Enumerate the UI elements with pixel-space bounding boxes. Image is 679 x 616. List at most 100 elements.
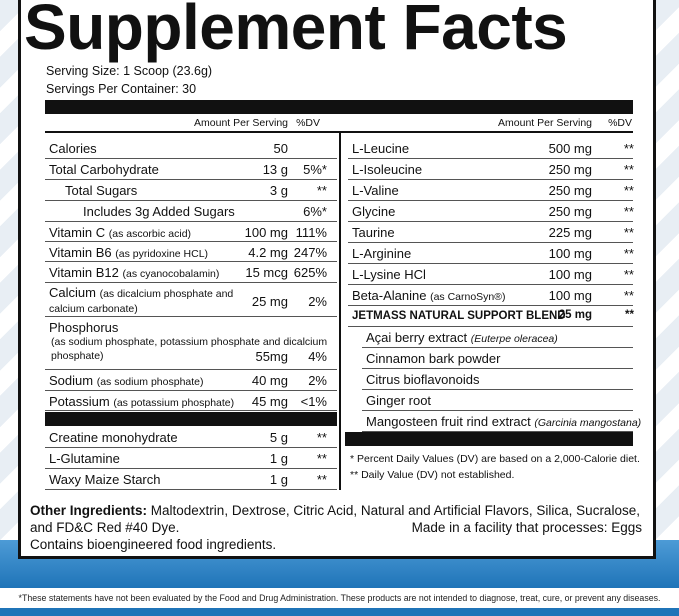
nutrient: Glycine xyxy=(352,204,652,219)
nutrient-name: Total Carbohydrate xyxy=(49,162,159,177)
nutrient-name: Vitamin B6 xyxy=(49,245,112,260)
amount: 15 mcg xyxy=(245,265,288,280)
nutrient-name: Vitamin B12 xyxy=(49,265,119,280)
nutrient-name: Açai berry extract xyxy=(366,330,468,345)
daily-value: 6%* xyxy=(303,204,327,219)
daily-value: ** xyxy=(623,183,634,198)
thick-bar xyxy=(45,412,337,426)
amount: 100 mg xyxy=(548,267,592,282)
nutrient: Sodium (as sodium phosphate) xyxy=(49,373,349,390)
daily-value: ** xyxy=(623,225,634,240)
daily-value: 625% xyxy=(293,265,327,280)
row: Ginger root xyxy=(362,390,633,411)
nutrient: Vitamin B6 (as pyridoxine HCL) xyxy=(49,245,349,262)
nutrient-name: L-Arginine xyxy=(352,246,412,261)
nutrient-note: (as sodium phosphate) xyxy=(96,376,204,388)
amount: 100 mg xyxy=(244,225,288,240)
nutrient: Mangosteen fruit rind extract (Garcinia … xyxy=(366,414,666,431)
nutrient-note: (as ascorbic acid) xyxy=(108,228,192,240)
nutrient: Taurine xyxy=(352,225,652,240)
row: Calories 50 xyxy=(45,138,337,159)
nutrient: Vitamin C (as ascorbic acid) xyxy=(49,225,349,242)
nutrient: L-Lysine HCl xyxy=(352,267,652,282)
nutrient: Cinnamon bark powder xyxy=(366,351,666,366)
daily-value: ** xyxy=(623,141,634,156)
nutrient: Beta-Alanine (as CarnoSyn®) xyxy=(352,288,652,305)
amount: 1 g xyxy=(269,472,288,487)
daily-value: 4% xyxy=(308,349,327,364)
nutrient-note: (Euterpe oleracea) xyxy=(470,333,558,345)
nutrient-name: L-Leucine xyxy=(352,141,410,156)
daily-value: 111% xyxy=(295,225,327,240)
daily-value: ** xyxy=(316,430,327,445)
daily-value: ** xyxy=(316,472,327,487)
row: L-Arginine 100 mg ** xyxy=(348,243,634,264)
title: Supplement Facts xyxy=(24,0,568,63)
row: Vitamin C (as ascorbic acid) 100 mg 111% xyxy=(45,222,337,242)
row: Total Carbohydrate 13 g 5%* xyxy=(45,159,337,180)
amount: 100 mg xyxy=(548,288,592,303)
nutrient: Total Carbohydrate xyxy=(49,162,349,177)
nutrient: Citrus bioflavonoids xyxy=(366,372,666,387)
nutrient-name: Phosphorus xyxy=(49,320,119,335)
nutrient: Total Sugars xyxy=(65,183,365,198)
nutrient-note: (as sodium phosphate, potassium phosphat… xyxy=(51,336,328,362)
nutrient-note: (as cyanocobalamin) xyxy=(122,268,220,280)
row: Waxy Maize Starch 1 g ** xyxy=(45,469,337,490)
label-panel xyxy=(18,0,656,559)
nutrient-name: Potassium xyxy=(49,394,110,409)
nutrient-name: Sodium xyxy=(49,373,94,388)
serving-size: Serving Size: 1 Scoop (23.6g) xyxy=(46,64,213,78)
footnote: * Percent Daily Values (DV) are based on… xyxy=(350,453,640,465)
row: Beta-Alanine (as CarnoSyn®) 100 mg ** xyxy=(348,285,634,306)
amount: 5 g xyxy=(269,430,288,445)
daily-value: 247% xyxy=(293,245,327,260)
amount-header: Amount Per Serving xyxy=(194,117,288,129)
daily-value: ** xyxy=(623,267,634,282)
nutrient-name: L-Valine xyxy=(352,183,399,198)
row: Vitamin B6 (as pyridoxine HCL) 4.2 mg 247% xyxy=(45,242,337,262)
bioengineered: Contains bioengineered food ingredients. xyxy=(30,537,277,552)
nutrient: Includes 3g Added Sugars xyxy=(83,204,383,219)
daily-value: ** xyxy=(623,204,634,219)
nutrient: Ginger root xyxy=(366,393,666,408)
disclaimer: *These statements have not been evaluate… xyxy=(0,591,679,608)
row: Vitamin B12 (as cyanocobalamin) 15 mcg 625… xyxy=(45,262,337,283)
daily-value: ** xyxy=(625,309,634,321)
nutrient-name: Glycine xyxy=(352,204,396,219)
amount: 50 xyxy=(273,141,288,156)
daily-value: ** xyxy=(316,183,327,198)
amount: 13 g xyxy=(262,162,288,177)
nutrient-name: Calories xyxy=(49,141,97,156)
amount: 225 mg xyxy=(548,225,592,240)
row: Calcium (as dicalcium phosphate and calc… xyxy=(45,283,337,317)
row: Cinnamon bark powder xyxy=(362,348,633,369)
daily-value: <1% xyxy=(300,394,327,409)
row: L-Valine 250 mg ** xyxy=(348,180,634,201)
amount: 100 mg xyxy=(548,246,592,261)
nutrient: Phosphorus (as sodium phosphate, potassi… xyxy=(49,320,349,363)
amount: 55mg xyxy=(255,349,288,364)
row: Açai berry extract (Euterpe oleracea) xyxy=(362,327,633,348)
footnote: ** Daily Value (DV) not established. xyxy=(350,469,515,481)
nutrient: L-Glutamine xyxy=(49,451,349,466)
amount: 1 g xyxy=(269,451,288,466)
amount: 250 mg xyxy=(548,162,592,177)
daily-value: ** xyxy=(316,451,327,466)
row: L-Lysine HCl 100 mg ** xyxy=(348,264,634,285)
dv-header: %DV xyxy=(296,117,320,129)
amount: 4.2 mg xyxy=(248,245,288,260)
nutrient-name: Ginger root xyxy=(366,393,432,408)
nutrient-note: (as dicalcium phosphate and calcium carb… xyxy=(49,288,234,315)
amount: 3 g xyxy=(269,183,288,198)
row: Includes 3g Added Sugars 6%* xyxy=(45,201,337,222)
decor-right xyxy=(655,0,679,560)
nutrient-name: Total Sugars xyxy=(65,183,138,198)
daily-value: 2% xyxy=(308,373,327,388)
amount: 25 mg xyxy=(251,294,288,309)
row: Citrus bioflavonoids xyxy=(362,369,633,390)
nutrient-note: (Garcinia mangostana) xyxy=(534,417,642,429)
amount: 45 mg xyxy=(251,394,288,409)
other-ingredients-label: Other Ingredients: xyxy=(30,503,148,518)
